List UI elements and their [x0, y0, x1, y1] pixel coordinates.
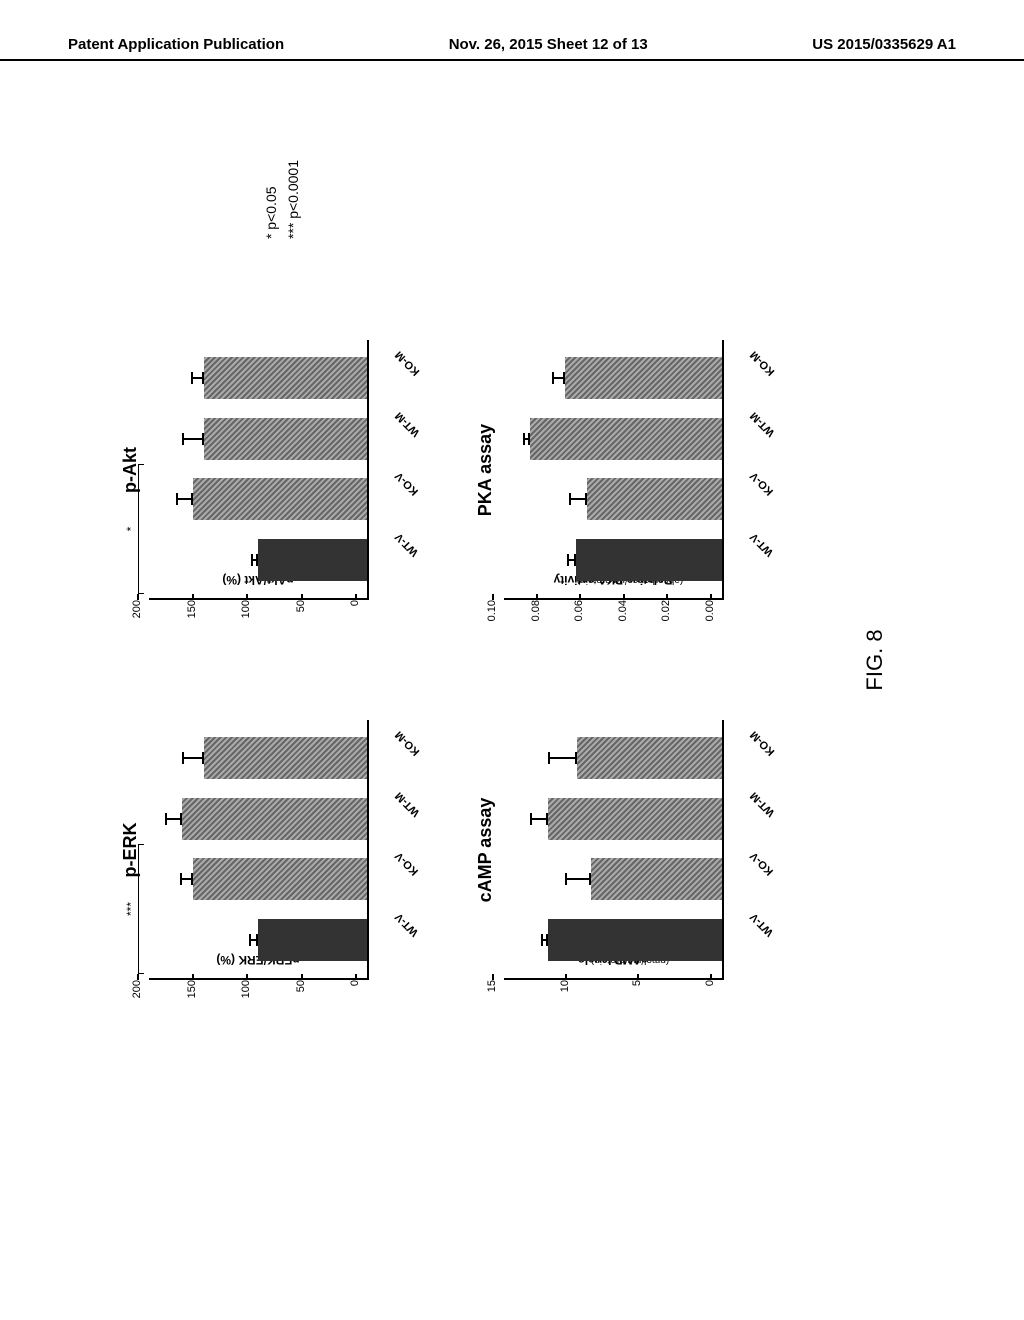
chart-pakt: p-Akt * pAkt/Akt (%) 0 50 100 150 200 WT… [120, 300, 445, 640]
ytick: 50 [295, 600, 307, 638]
yaxis-pakt: 0 50 100 150 200 [149, 600, 367, 638]
ytick: 0.00 [704, 600, 716, 638]
ytick: 0.04 [617, 600, 629, 638]
charts-grid: p-ERK *** pERK/ERK (%) 0 50 100 150 200 … [120, 300, 800, 1020]
bar-camp-kov [591, 858, 722, 900]
sig-bracket-perk [138, 844, 144, 974]
chart-title: PKA assay [475, 424, 496, 516]
ytick: 0.02 [660, 600, 672, 638]
bar-camp-wtm [548, 798, 722, 840]
xlabels-camp: WT-V KO-V WT-M KO-M [748, 720, 760, 978]
xlabel: WT-M [748, 789, 786, 827]
xlabel: WT-M [393, 409, 431, 447]
legend-line2: *** p<0.0001 [282, 160, 304, 239]
sig-bracket-pakt [138, 464, 144, 594]
bar-perk-kov [193, 858, 367, 900]
xlabel: WT-V [748, 910, 786, 948]
xlabels-perk: WT-V KO-V WT-M KO-M [393, 720, 405, 978]
xlabels-pakt: WT-V KO-V WT-M KO-M [393, 340, 405, 598]
ytick: 0 [349, 600, 361, 638]
plot-perk: pERK/ERK (%) 0 50 100 150 200 WT-V KO-V … [149, 720, 369, 980]
ytick: 5 [631, 980, 643, 1018]
bar-pka-wtv [576, 539, 722, 581]
xlabel: KO-M [748, 729, 786, 767]
bar-pakt-kom [204, 357, 368, 399]
legend-line1: * p<0.05 [260, 160, 282, 239]
chart-perk: p-ERK *** pERK/ERK (%) 0 50 100 150 200 … [120, 680, 445, 1020]
ytick: 15 [486, 980, 498, 1018]
ytick: 10 [559, 980, 571, 1018]
sig-label-perk: *** [124, 902, 138, 916]
xlabel: KO-M [393, 349, 431, 387]
bar-perk-wtm [182, 798, 367, 840]
xlabel: KO-M [748, 349, 786, 387]
bar-pakt-kov [193, 478, 367, 520]
plot-camp: cAMP levels (pmol/mg protein) 0 5 10 15 … [504, 720, 724, 980]
ytick: 0.06 [573, 600, 585, 638]
ytick: 0.10 [486, 600, 498, 638]
ytick: 150 [186, 600, 198, 638]
page-header: Patent Application Publication Nov. 26, … [0, 36, 1024, 61]
bar-perk-wtv [258, 919, 367, 961]
ytick: 0 [349, 980, 361, 1018]
xlabel: WT-V [748, 530, 786, 568]
bar-pka-kom [565, 357, 722, 399]
xlabel: KO-V [748, 470, 786, 508]
ytick: 0.08 [530, 600, 542, 638]
figure-8: p-ERK *** pERK/ERK (%) 0 50 100 150 200 … [120, 300, 840, 1020]
figure-caption: FIG. 8 [862, 629, 888, 690]
bar-perk-kom [204, 737, 368, 779]
yaxis-perk: 0 50 100 150 200 [149, 980, 367, 1018]
bar-pka-kov [587, 478, 722, 520]
yaxis-camp: 0 5 10 15 [504, 980, 722, 1018]
ytick: 100 [240, 980, 252, 1018]
ytick: 200 [131, 600, 143, 638]
header-center: Nov. 26, 2015 Sheet 12 of 13 [449, 36, 648, 53]
bar-pakt-wtm [204, 418, 368, 460]
xlabel: KO-V [748, 850, 786, 888]
ytick: 50 [295, 980, 307, 1018]
bar-pka-wtm [530, 418, 722, 460]
chart-title: cAMP assay [475, 798, 496, 903]
xlabels-pka: WT-V KO-V WT-M KO-M [748, 340, 760, 598]
sig-label-pakt: * [124, 527, 138, 532]
plot-pakt: pAkt/Akt (%) 0 50 100 150 200 WT-V KO-V … [149, 340, 369, 600]
bar-camp-wtv [548, 919, 722, 961]
xlabel: KO-V [393, 470, 431, 508]
xlabel: WT-V [393, 910, 431, 948]
plot-pka: Relative PKA activity (absorbance/μg pro… [504, 340, 724, 600]
xlabel: KO-V [393, 850, 431, 888]
bar-pakt-wtv [258, 539, 367, 581]
chart-pka: PKA assay Relative PKA activity (absorba… [475, 300, 800, 640]
header-left: Patent Application Publication [68, 36, 284, 53]
xlabel: KO-M [393, 729, 431, 767]
xlabel: WT-M [393, 789, 431, 827]
bar-camp-kom [577, 737, 722, 779]
yaxis-pka: 0.00 0.02 0.04 0.06 0.08 0.10 [504, 600, 722, 638]
ytick: 200 [131, 980, 143, 1018]
significance-legend: * p<0.05 *** p<0.0001 [260, 160, 305, 239]
xlabel: WT-V [393, 530, 431, 568]
xlabel: WT-M [748, 409, 786, 447]
ytick: 100 [240, 600, 252, 638]
ytick: 0 [704, 980, 716, 1018]
chart-camp: cAMP assay cAMP levels (pmol/mg protein)… [475, 680, 800, 1020]
ytick: 150 [186, 980, 198, 1018]
header-right: US 2015/0335629 A1 [812, 36, 956, 53]
